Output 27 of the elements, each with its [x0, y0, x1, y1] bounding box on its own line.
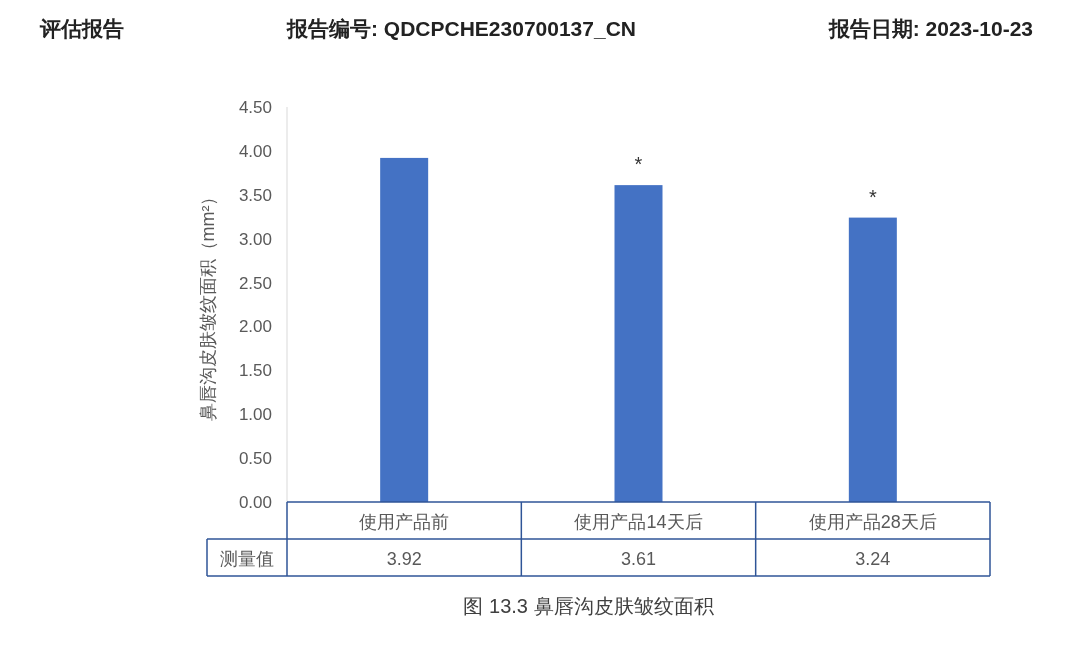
y-tick-label: 1.00 [238, 405, 272, 425]
text: 报告编号: QDCPCHE230700137_CN [286, 17, 636, 40]
data-label: 3.92 [386, 549, 422, 569]
text: 测量值 [220, 549, 274, 569]
data-label: 3.24 [855, 549, 891, 569]
text: 报告日期: 2023-10-23 [827, 17, 1033, 40]
x-tick-label: 使用产品28天后 [808, 512, 937, 532]
x-tick-label: 使用产品14天后 [574, 512, 703, 532]
bar [380, 157, 429, 502]
y-tick-label: 3.50 [238, 185, 272, 205]
y-tick-label: 0.50 [238, 449, 272, 469]
x-tick-label: 使用产品前 [359, 512, 450, 532]
y-tick-label: 3.00 [238, 229, 272, 249]
y-tick-label: 4.50 [238, 98, 272, 117]
text: 评估报告 [39, 17, 124, 40]
bar [614, 185, 663, 502]
y-tick-label: 1.50 [238, 361, 272, 381]
bar [848, 217, 897, 502]
annotation: * [634, 153, 643, 176]
annotation: * [868, 185, 877, 208]
y-tick-label: 2.50 [238, 273, 272, 293]
y-axis-title: 鼻唇沟皮肤皱纹面积（mm²） [198, 187, 218, 422]
text: 图 13.3 鼻唇沟皮肤皱纹面积 [463, 595, 714, 617]
y-tick-label: 4.00 [238, 141, 272, 161]
y-tick-label: 0.00 [238, 493, 272, 512]
data-label: 3.61 [620, 549, 657, 569]
y-tick-label: 2.00 [238, 317, 272, 337]
